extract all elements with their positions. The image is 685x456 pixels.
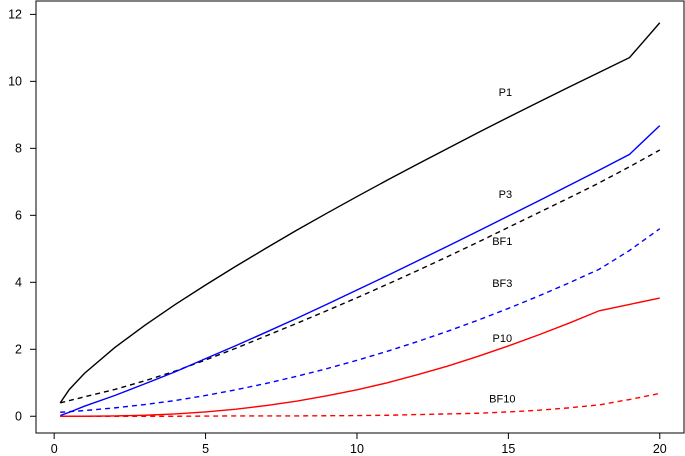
series-line-p10 [60,297,660,417]
series-lines [59,22,661,417]
series-label-p10: P10 [493,333,513,345]
x-tick-label: 20 [653,442,667,456]
y-tick-label: 2 [15,342,22,356]
series-line-bf10 [60,392,660,417]
series-line-bf1 [60,149,661,404]
y-tick-label: 12 [8,7,22,21]
y-tick-label: 4 [15,275,22,289]
x-axis: 0 5 10 15 20 [51,433,667,456]
y-tick-label: 10 [8,74,22,88]
series-label-bf1: BF1 [492,236,512,248]
y-tick-label: 8 [15,141,22,155]
series-label-p3: P3 [499,189,512,201]
x-tick-label: 5 [202,442,209,456]
x-tick-label: 10 [350,442,364,456]
y-tick-label: 0 [15,409,22,423]
series-label-p1: P1 [499,87,512,99]
plot-box [35,0,685,434]
series-labels: P1 BF1 P3 BF3 P10 BF10 [489,87,515,405]
y-tick-label: 6 [15,208,22,222]
y-axis: 0 2 4 6 8 10 12 [8,7,36,423]
x-tick-label: 0 [51,442,58,456]
series-label-bf10: BF10 [489,394,515,406]
series-label-bf3: BF3 [492,278,512,290]
x-tick-label: 15 [501,442,515,456]
series-line-bf3 [60,228,661,413]
plot-frame [35,0,685,434]
series-line-p1 [59,22,661,404]
series-line-p3 [59,125,661,417]
